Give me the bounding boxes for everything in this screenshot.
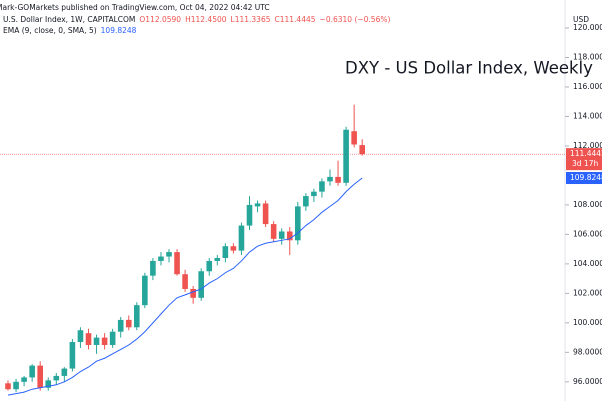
y-tick-label: 100.0000 [573, 318, 602, 327]
candle-body [166, 252, 172, 257]
candle-body [13, 381, 19, 390]
candle-body [77, 330, 84, 343]
y-tick-label: 116.0000 [573, 82, 602, 91]
candle-body [262, 203, 269, 225]
y-tick-label: 120.0000 [573, 23, 602, 32]
candle-body [101, 337, 108, 345]
ohlc-high: H112.4500 [185, 15, 227, 24]
candle-body [61, 368, 68, 376]
candle-body [5, 383, 11, 390]
candle-body [37, 365, 43, 388]
y-tick-label: 114.0000 [573, 111, 602, 120]
candle-body [117, 319, 124, 332]
candle-body [45, 380, 52, 388]
candle-body [174, 252, 180, 275]
symbol: U.S. Dollar Index, 1W, CAPITALCOM O112.05… [3, 15, 390, 24]
candle-body [359, 145, 365, 155]
y-tick-label: 108.0000 [573, 200, 602, 209]
candle-body [109, 331, 116, 345]
candle-body [246, 204, 253, 226]
indicator-name: EMA (9, close, 0, SMA, 5) [3, 26, 97, 35]
candle-body [53, 375, 60, 381]
chart-title: DXY - US Dollar Index, Weekly [345, 59, 593, 78]
y-tick-label: 118.0000 [573, 52, 602, 61]
ohlc-close: C111.4445 [275, 15, 316, 24]
last-price-tag [566, 148, 602, 171]
currency: USD [573, 15, 589, 24]
candle-body [343, 129, 349, 183]
candle-body [158, 256, 164, 261]
y-tick-label: 106.0000 [573, 229, 602, 238]
candle-body [319, 181, 325, 192]
published-line: Mark-GOMarkets published on TradingView.… [0, 3, 270, 12]
candle-body [198, 271, 204, 298]
y-tick-label: 112.0000 [573, 141, 602, 150]
candle-body [230, 246, 237, 251]
candle-body [214, 257, 221, 261]
indicator: EMA (9, close, 0, SMA, 5) 109.8248 [3, 26, 137, 35]
candle-body [222, 246, 229, 258]
candle-body [278, 231, 285, 239]
ohlc-low: L111.3365 [231, 15, 271, 24]
candle-body [190, 288, 196, 298]
candle-body [311, 191, 317, 197]
candle-body [29, 365, 35, 378]
countdown-label: 3d 17h [572, 159, 598, 168]
y-tick-label: 102.0000 [573, 288, 602, 297]
candle-body [182, 274, 188, 289]
candle-body [303, 196, 309, 207]
candle-body [69, 342, 76, 369]
last-price-label: 111.4445 [570, 149, 602, 158]
candle-body [270, 224, 277, 239]
candle-body [206, 260, 213, 272]
candle-body [85, 333, 92, 345]
candle-body [295, 206, 301, 241]
y-tick-label: 96.0000 [573, 377, 602, 386]
symbol-name: U.S. Dollar Index, 1W, CAPITALCOM [3, 15, 135, 24]
candle-body [327, 176, 333, 182]
indicator-value: 109.8248 [101, 26, 137, 35]
ema-label: 109.8248 [570, 173, 602, 182]
candle-body [335, 176, 341, 183]
candle-body [134, 305, 140, 328]
ema-tag [566, 172, 602, 185]
candle-body [286, 231, 293, 241]
candle-body [125, 319, 132, 328]
candle-body [93, 337, 100, 345]
candle-body [150, 260, 156, 276]
ohlc-open: O112.0590 [139, 15, 181, 24]
candle-body [238, 225, 245, 251]
candle-body [21, 377, 27, 382]
candle-body [142, 275, 148, 306]
y-tick-label: 104.0000 [573, 259, 602, 268]
candle-body [254, 203, 261, 207]
y-tick-label: 98.0000 [573, 347, 602, 356]
ohlc-change: −0.6310 (−0.56%) [320, 15, 391, 24]
candle-body [351, 131, 357, 145]
ema-line [7, 177, 363, 396]
